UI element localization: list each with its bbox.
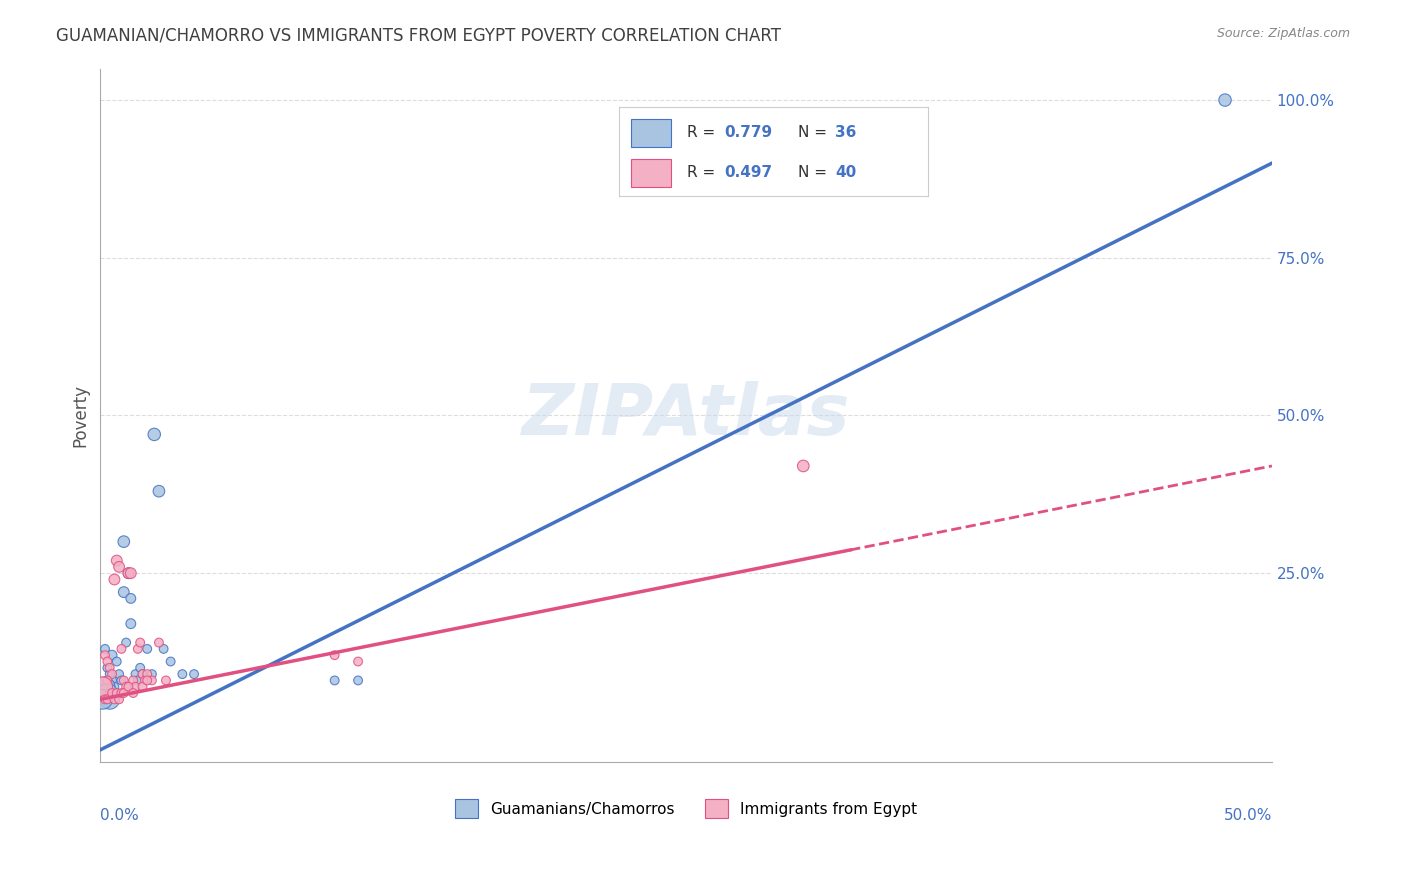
FancyBboxPatch shape bbox=[631, 159, 671, 187]
FancyBboxPatch shape bbox=[631, 119, 671, 147]
Point bbox=[1213, 93, 1236, 107]
Point bbox=[105, 686, 128, 700]
Point bbox=[141, 667, 163, 681]
Point bbox=[105, 655, 128, 669]
Point bbox=[143, 427, 166, 442]
Point bbox=[131, 667, 153, 681]
Point bbox=[127, 673, 149, 688]
Point bbox=[120, 616, 142, 631]
Point bbox=[96, 661, 118, 675]
Text: R =: R = bbox=[686, 125, 720, 139]
Point bbox=[103, 573, 125, 587]
Point bbox=[159, 655, 181, 669]
Point bbox=[112, 686, 135, 700]
Text: R =: R = bbox=[686, 165, 720, 179]
Point bbox=[129, 661, 152, 675]
Point bbox=[91, 692, 114, 706]
Text: GUAMANIAN/CHAMORRO VS IMMIGRANTS FROM EGYPT POVERTY CORRELATION CHART: GUAMANIAN/CHAMORRO VS IMMIGRANTS FROM EG… bbox=[56, 27, 782, 45]
Point bbox=[96, 686, 118, 700]
Point bbox=[94, 692, 117, 706]
Y-axis label: Poverty: Poverty bbox=[72, 384, 89, 447]
Point bbox=[172, 667, 194, 681]
Point bbox=[323, 673, 346, 688]
Point bbox=[105, 553, 128, 567]
Point bbox=[98, 692, 121, 706]
Point bbox=[94, 641, 117, 656]
Text: 0.497: 0.497 bbox=[724, 165, 772, 179]
Point bbox=[101, 686, 124, 700]
Point bbox=[91, 680, 114, 694]
Point bbox=[101, 667, 124, 681]
Point bbox=[131, 667, 153, 681]
Point bbox=[117, 566, 139, 581]
Point bbox=[347, 673, 370, 688]
Point bbox=[108, 692, 131, 706]
Point bbox=[347, 655, 370, 669]
Point bbox=[131, 680, 153, 694]
Point bbox=[98, 667, 121, 681]
Point bbox=[122, 686, 145, 700]
Text: ZIPAtlas: ZIPAtlas bbox=[522, 381, 851, 450]
Legend: Guamanians/Chamorros, Immigrants from Egypt: Guamanians/Chamorros, Immigrants from Eg… bbox=[449, 793, 924, 824]
Point bbox=[183, 667, 205, 681]
Point bbox=[105, 686, 128, 700]
Text: 40: 40 bbox=[835, 165, 856, 179]
Point bbox=[148, 484, 170, 499]
Point bbox=[117, 680, 139, 694]
Point bbox=[127, 641, 149, 656]
Point bbox=[108, 667, 131, 681]
Point bbox=[110, 641, 132, 656]
Point bbox=[122, 673, 145, 688]
Point bbox=[103, 692, 125, 706]
Text: Source: ZipAtlas.com: Source: ZipAtlas.com bbox=[1216, 27, 1350, 40]
Point bbox=[94, 648, 117, 663]
Point bbox=[134, 673, 156, 688]
Point bbox=[110, 673, 132, 688]
Point bbox=[124, 667, 146, 681]
Point bbox=[792, 458, 814, 473]
Point bbox=[98, 661, 121, 675]
Point bbox=[112, 673, 135, 688]
Text: N =: N = bbox=[799, 165, 832, 179]
Point bbox=[96, 692, 118, 706]
Text: 36: 36 bbox=[835, 125, 856, 139]
Point bbox=[115, 635, 138, 649]
Point bbox=[120, 591, 142, 606]
Point bbox=[155, 673, 177, 688]
Point bbox=[103, 680, 125, 694]
Point bbox=[101, 648, 124, 663]
Point bbox=[94, 680, 117, 694]
Point bbox=[108, 560, 131, 574]
Point bbox=[112, 585, 135, 599]
Point bbox=[136, 667, 159, 681]
Point bbox=[129, 635, 152, 649]
Point bbox=[110, 686, 132, 700]
Point bbox=[96, 673, 118, 688]
Text: 0.779: 0.779 bbox=[724, 125, 772, 139]
Point bbox=[115, 680, 138, 694]
Point bbox=[148, 635, 170, 649]
Text: 50.0%: 50.0% bbox=[1223, 807, 1272, 822]
Text: N =: N = bbox=[799, 125, 832, 139]
Point bbox=[141, 673, 163, 688]
Point bbox=[136, 641, 159, 656]
Point bbox=[101, 673, 124, 688]
Point bbox=[323, 648, 346, 663]
Point bbox=[117, 566, 139, 581]
Point bbox=[152, 641, 174, 656]
Point bbox=[98, 686, 121, 700]
Point bbox=[124, 680, 146, 694]
Point bbox=[96, 655, 118, 669]
Point bbox=[120, 566, 142, 581]
Point bbox=[136, 673, 159, 688]
Text: 0.0%: 0.0% bbox=[100, 807, 139, 822]
Point bbox=[112, 534, 135, 549]
